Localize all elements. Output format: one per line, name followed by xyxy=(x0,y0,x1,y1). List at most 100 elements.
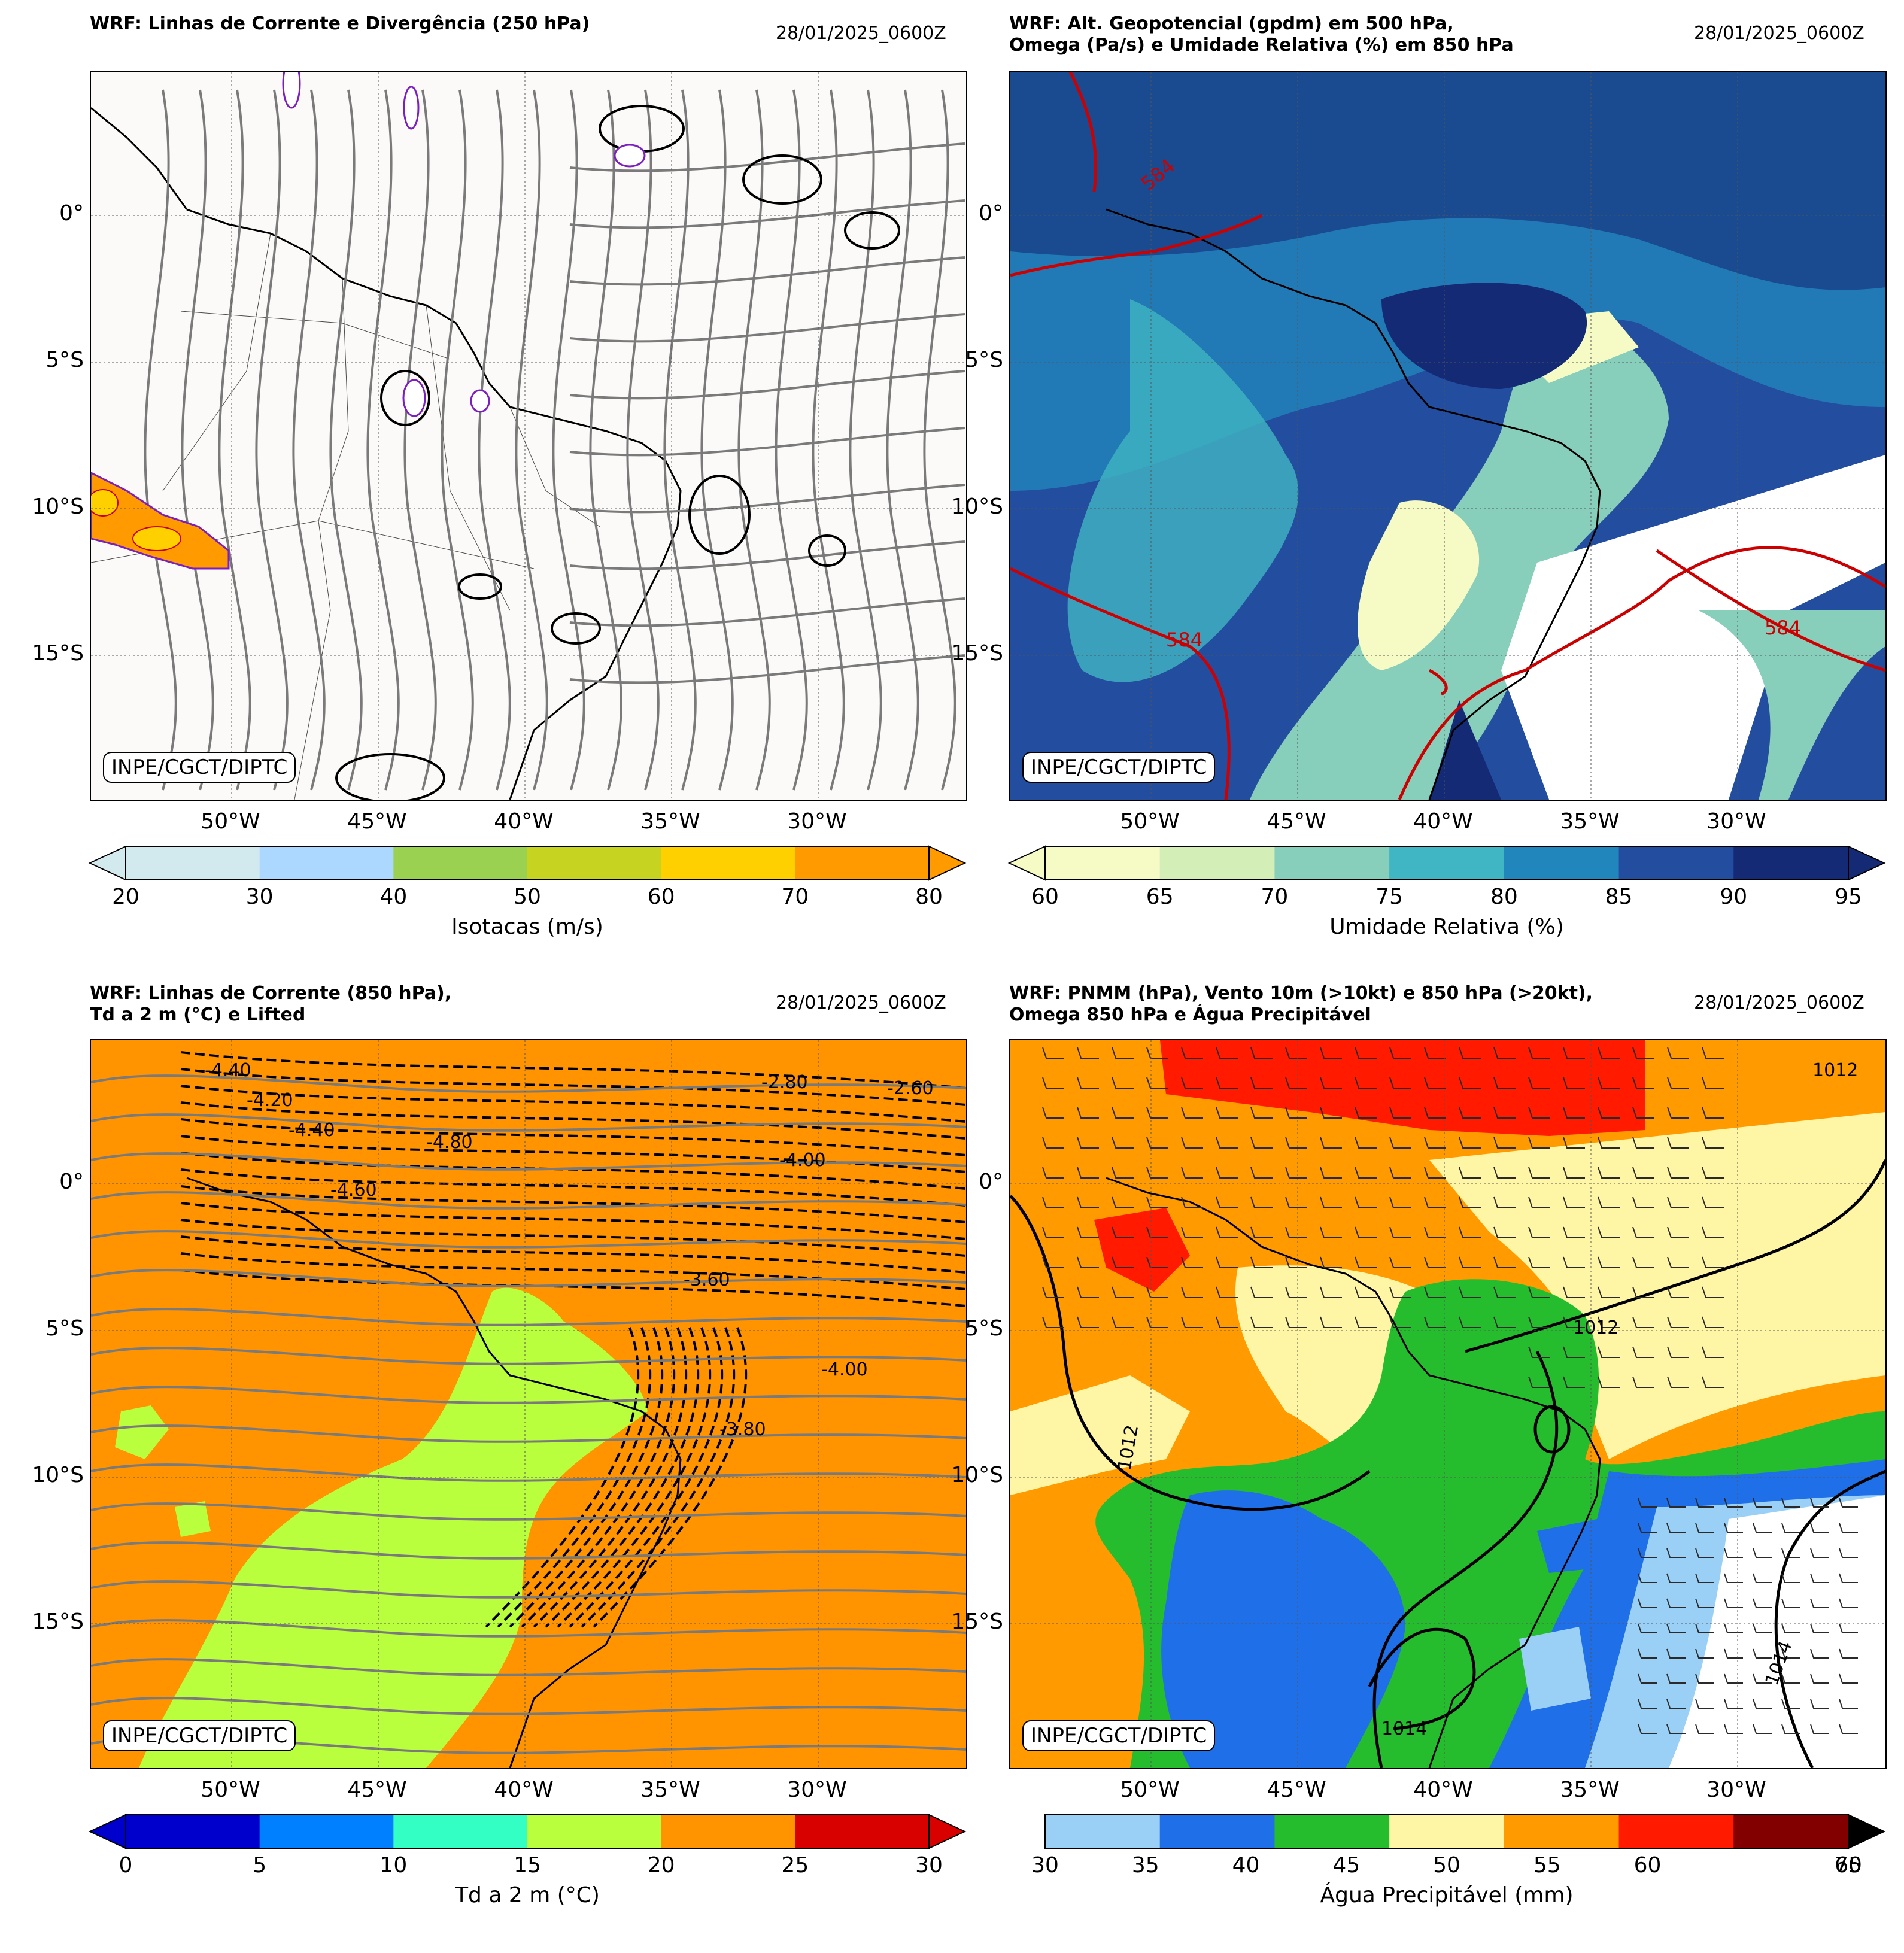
wind-barb xyxy=(1632,1226,1654,1238)
streamline xyxy=(91,1658,966,1676)
streamline xyxy=(569,654,965,684)
wind-barb xyxy=(1285,1196,1307,1208)
contour-label: -4.60 xyxy=(330,1180,377,1201)
wind-barb xyxy=(1781,1673,1800,1684)
wind-barb xyxy=(1598,1346,1620,1358)
wind-barb xyxy=(1042,1107,1064,1119)
wind-barb xyxy=(1702,1107,1724,1119)
streamline xyxy=(663,89,697,791)
wind-barb xyxy=(1216,1137,1238,1149)
streamline xyxy=(91,1230,966,1249)
wind-barb xyxy=(1077,1047,1099,1059)
wind-barb xyxy=(1216,1226,1238,1238)
lifted-contour xyxy=(581,1327,736,1628)
wind-barb xyxy=(1424,1316,1446,1328)
wind-barb xyxy=(1389,1077,1411,1089)
lon-label: 30°W xyxy=(787,1778,847,1802)
wind-barb xyxy=(1528,1286,1550,1298)
colorbar-tick-label: 60 xyxy=(647,885,675,909)
wind-barb xyxy=(1695,1699,1714,1709)
wind-barb xyxy=(1424,1196,1446,1208)
map-streamlines-250hpa[interactable]: INPE/CGCT/DIPTC xyxy=(90,71,967,801)
wind-barb xyxy=(1424,1226,1446,1238)
map-dewpoint-2m[interactable]: -4.40 -4.20 -4.40 -4.80 -4.60 -4.00 -3.6… xyxy=(90,1039,967,1769)
lifted-contour xyxy=(509,1327,664,1628)
wind-barb xyxy=(1528,1077,1550,1089)
wind-barb xyxy=(1250,1256,1273,1268)
contour-label: -3.60 xyxy=(684,1269,730,1290)
wind-barb xyxy=(1112,1167,1134,1179)
wind-barb xyxy=(1355,1256,1377,1268)
wind-barb xyxy=(1459,1226,1481,1238)
colorbar-segment xyxy=(1159,1815,1275,1848)
panel-title: WRF: Alt. Geopotencial (gpdm) em 500 hPa… xyxy=(1009,13,1514,56)
wind-barb xyxy=(1695,1498,1714,1508)
wind-barb xyxy=(1146,1107,1168,1119)
map-precipitable-water[interactable]: 1012 1012 1012 1014 1014 INPE/CGCT/DIPTC xyxy=(1009,1039,1887,1769)
wind-barb xyxy=(1563,1047,1585,1059)
colorbar-tick-label: 80 xyxy=(1490,885,1518,909)
wind-barb xyxy=(1666,1523,1686,1533)
wind-barb xyxy=(1632,1286,1654,1298)
wind-barb xyxy=(1667,1346,1689,1358)
colorbar xyxy=(88,845,967,881)
wind-barb xyxy=(1598,1137,1620,1149)
lon-label: 40°W xyxy=(1413,809,1473,834)
panel-date: 28/01/2025_0600Z xyxy=(1694,992,1864,1013)
streamline xyxy=(812,89,845,791)
wind-barb xyxy=(1839,1548,1858,1558)
lifted-contour xyxy=(545,1327,700,1628)
wind-barb xyxy=(1320,1047,1342,1059)
wind-barb xyxy=(1695,1573,1714,1583)
colorbar-tick-label: 80 xyxy=(915,885,943,909)
lifted-contour xyxy=(180,1185,966,1223)
streamline xyxy=(569,540,965,570)
contour-label: -4.40 xyxy=(289,1120,335,1141)
wind-barb xyxy=(1781,1573,1800,1583)
wind-barb xyxy=(1598,1286,1620,1298)
contour-label: 584 xyxy=(1166,628,1202,651)
wind-barb xyxy=(1632,1137,1654,1149)
colorbar-label: Água Precipitável (mm) xyxy=(1320,1883,1574,1908)
contour-label: -4.00 xyxy=(821,1359,868,1380)
wind-barb xyxy=(1459,1047,1481,1059)
wind-barb xyxy=(1355,1286,1377,1298)
wind-barb xyxy=(1146,1286,1168,1298)
colorbar-segment xyxy=(259,846,394,880)
wind-barb xyxy=(1181,1047,1203,1059)
wind-barb xyxy=(1459,1196,1481,1208)
colorbar-tick-label: 0 xyxy=(119,1853,133,1878)
wind-barb xyxy=(1632,1316,1654,1328)
wind-barb xyxy=(1042,1167,1064,1179)
wind-barb xyxy=(1285,1167,1307,1179)
wind-barb xyxy=(1146,1167,1168,1179)
map-humidity-850hpa[interactable]: 584 584 584 INPE/CGCT/DIPTC xyxy=(1009,71,1887,801)
wind-barb xyxy=(1181,1167,1203,1179)
wind-barb xyxy=(1528,1256,1550,1268)
wind-barb xyxy=(1146,1256,1168,1268)
lifted-contour xyxy=(180,1101,966,1140)
wind-barb xyxy=(1389,1167,1411,1179)
streamline xyxy=(218,89,251,791)
colorbar-tick-label: 30 xyxy=(915,1853,943,1878)
wind-barb xyxy=(1285,1256,1307,1268)
colorbar-extend-max xyxy=(928,1814,967,1849)
wind-barb xyxy=(1810,1623,1829,1633)
wind-barb xyxy=(1077,1256,1099,1268)
wind-barb xyxy=(1702,1137,1724,1149)
wind-barb xyxy=(1320,1256,1342,1268)
streamline xyxy=(91,1347,966,1365)
colorbar-segment xyxy=(1504,1815,1620,1848)
panel-title: WRF: PNMM (hPa), Vento 10m (>10kt) e 850… xyxy=(1009,983,1593,1025)
lifted-contour xyxy=(569,1327,724,1628)
streamline xyxy=(737,89,771,791)
wind-barb xyxy=(1459,1107,1481,1119)
wind-barb xyxy=(1285,1316,1307,1328)
colorbar-label: Umidade Relativa (%) xyxy=(1329,915,1564,939)
wind-barb xyxy=(1702,1077,1724,1089)
wind-barb xyxy=(1695,1548,1714,1558)
lon-label: 50°W xyxy=(201,1778,260,1802)
wind-barb xyxy=(1598,1196,1620,1208)
colorbar-extend-max xyxy=(1848,845,1886,881)
colorbar-tick-label: 35 xyxy=(1131,1853,1159,1878)
